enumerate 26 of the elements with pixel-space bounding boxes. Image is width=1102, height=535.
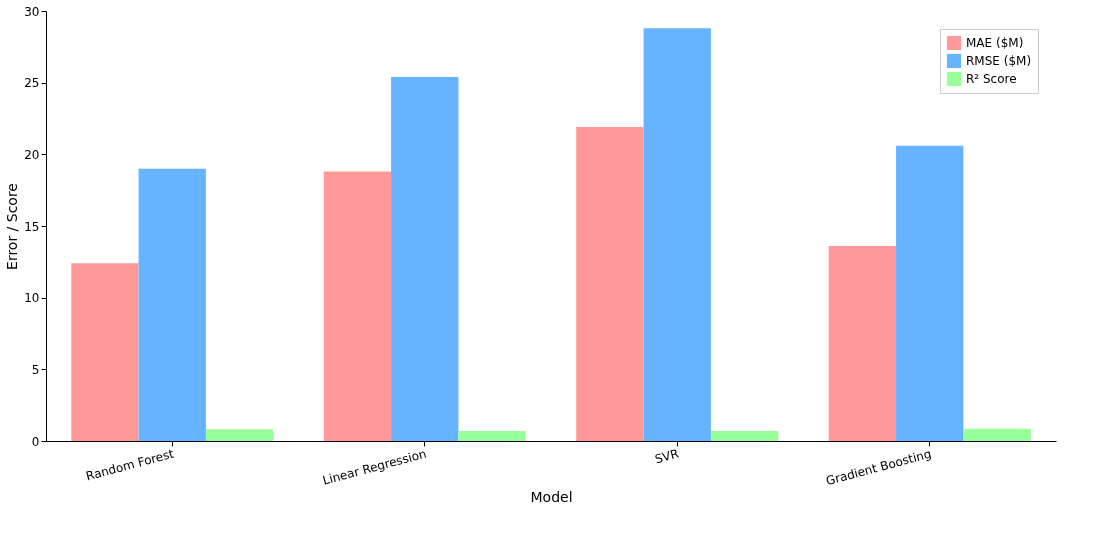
- bar: [138, 168, 206, 441]
- x-axis-title: Model: [530, 489, 573, 506]
- legend-label: R² Score: [966, 72, 1017, 86]
- bar: [205, 429, 274, 441]
- bar: [323, 171, 392, 441]
- bar: [896, 145, 964, 441]
- x-tick-label: Random Forest: [84, 446, 176, 484]
- y-tick-label: 15: [24, 219, 40, 234]
- x-tick-label: SVR: [653, 446, 681, 467]
- bar: [576, 127, 644, 441]
- bar: [710, 430, 779, 441]
- bar: [643, 28, 711, 441]
- bar: [71, 263, 139, 441]
- y-tick-label: 0: [31, 434, 40, 449]
- bar: [458, 430, 526, 441]
- y-tick-label: 5: [31, 362, 40, 377]
- y-tick-label: 25: [24, 76, 40, 91]
- y-axis-title: Error / Score: [4, 183, 21, 270]
- legend-label: MAE ($M): [966, 36, 1024, 50]
- bar: [828, 246, 897, 441]
- bar: [391, 76, 459, 441]
- y-tick-label: 20: [24, 147, 40, 162]
- y-tick-label: 10: [24, 291, 40, 306]
- bar: [963, 428, 1031, 441]
- legend-label: RMSE ($M): [966, 54, 1032, 68]
- y-tick-label: 30: [24, 4, 40, 19]
